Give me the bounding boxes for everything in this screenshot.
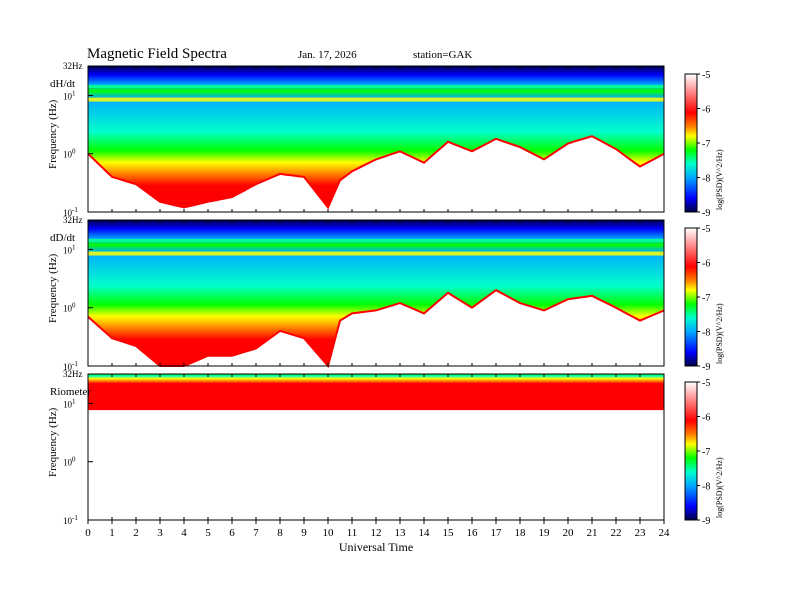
colorbar-tick-label: -6: [702, 259, 710, 270]
y-axis-label: Frequency (Hz): [47, 407, 59, 477]
x-tick-label: 1: [109, 527, 115, 539]
colorbar-tick-label: -9: [702, 208, 710, 219]
figure-title: Magnetic Field Spectra: [87, 46, 227, 62]
colorbar-tick-label: -8: [702, 482, 710, 493]
x-tick-label: 7: [253, 527, 259, 539]
colorbar-tick-label: -7: [702, 139, 710, 150]
colorbar-scale: [684, 73, 698, 213]
x-tick-label: 22: [611, 527, 622, 539]
colorbar-tick-label: -9: [702, 516, 710, 527]
station-label: station=GAK: [413, 49, 473, 61]
x-tick-label: 6: [229, 527, 235, 539]
y-tick-label: 101: [63, 89, 76, 101]
colorbar-tick-label: -9: [702, 362, 710, 373]
band-8hz: [88, 97, 664, 102]
x-tick-label: 15: [443, 527, 455, 539]
y-tick-label: 100: [63, 302, 76, 314]
x-tick-label: 16: [467, 527, 479, 539]
x-tick-label: 10: [323, 527, 335, 539]
x-tick-label: 23: [635, 527, 647, 539]
x-tick-label: 11: [347, 527, 358, 539]
colorbar-tick-label: -8: [702, 328, 710, 339]
colorbar-0: -5 -6 -7 -8 -9 log(PSD)(V^2/Hz): [684, 70, 724, 219]
y-tick-label: 101: [63, 243, 76, 255]
x-tick-label: 20: [563, 527, 575, 539]
x-tick-label: 13: [395, 527, 407, 539]
x-tick-label: 2: [133, 527, 139, 539]
colorbar-tick-label: -7: [702, 293, 710, 304]
x-tick-label: 21: [587, 527, 598, 539]
x-tick-label: 8: [277, 527, 283, 539]
figure-date: Jan. 17, 2026: [298, 49, 357, 61]
colorbar-tick-label: -6: [702, 105, 710, 116]
band-14hz: [88, 84, 664, 88]
x-tick-label: 14: [419, 527, 431, 539]
x-tick-label: 17: [491, 527, 503, 539]
colorbar-scale: [684, 227, 698, 367]
y-axis-label: Frequency (Hz): [47, 99, 59, 169]
y-tick-label: 32Hz: [63, 369, 83, 379]
y-axis-label: Frequency (Hz): [47, 253, 59, 323]
cutoff-edge: [87, 135, 665, 210]
colorbar-tick-label: -7: [702, 447, 710, 458]
colorbar-label: log(PSD)(V^2/Hz): [715, 149, 724, 210]
y-tick-label: 32Hz: [63, 61, 83, 71]
band-14hz: [88, 238, 664, 242]
x-tick-label: 0: [85, 527, 91, 539]
colorbar-1: -5 -6 -7 -8 -9 log(PSD)(V^2/Hz): [684, 224, 724, 373]
x-tick-label: 18: [515, 527, 527, 539]
x-tick-label: 9: [301, 527, 307, 539]
spectrogram-fill: [88, 374, 664, 410]
y-tick-label: 10-1: [63, 514, 78, 526]
spectrogram-fill: [88, 220, 664, 366]
colorbar-tick-label: -5: [702, 378, 710, 389]
x-tick-label: 4: [181, 527, 187, 539]
colorbar-label: log(PSD)(V^2/Hz): [715, 303, 724, 364]
y-tick-label: 100: [63, 148, 76, 160]
x-tick-label: 5: [205, 527, 211, 539]
colorbar-2: -5 -6 -7 -8 -9 log(PSD)(V^2/Hz): [684, 378, 724, 527]
y-tick-label: 100: [63, 456, 76, 468]
y-tick-label: 32Hz: [63, 215, 83, 225]
colorbar-label: log(PSD)(V^2/Hz): [715, 457, 724, 518]
colorbar-tick-label: -6: [702, 413, 710, 424]
x-tick-label: 19: [539, 527, 551, 539]
x-tick-label: 24: [659, 527, 671, 539]
x-tick-label: 12: [371, 527, 382, 539]
colorbar-tick-label: -8: [702, 174, 710, 185]
y-tick-label: 101: [63, 397, 76, 409]
panel-label: Riometer: [50, 386, 91, 398]
panel-label: dH/dt: [50, 78, 75, 90]
colorbar-tick-label: -5: [702, 224, 710, 235]
panel-label: dD/dt: [50, 232, 75, 244]
colorbar-scale: [684, 381, 698, 521]
colorbar-tick-label: -5: [702, 70, 710, 81]
x-tick-label: 3: [157, 527, 163, 539]
x-axis-label: Universal Time: [339, 540, 413, 554]
band-8hz: [88, 251, 664, 256]
